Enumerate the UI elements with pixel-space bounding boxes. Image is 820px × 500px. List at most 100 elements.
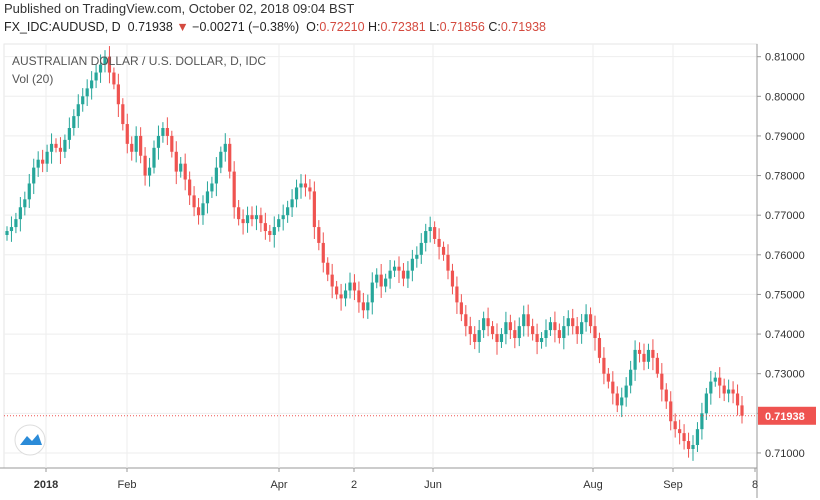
candle-body (152, 147, 156, 168)
x-tick-label: Jun (424, 479, 442, 491)
candle-body (107, 56, 112, 73)
y-tick-label: 0.77000 (765, 210, 805, 222)
candle-body (459, 302, 463, 315)
last-price-label: 0.71938 (765, 411, 805, 423)
candle-body (286, 207, 290, 216)
candle-body (63, 139, 67, 152)
candle-body (147, 167, 152, 176)
y-tick-label: 0.79000 (765, 131, 805, 143)
y-tick-label: 0.76000 (765, 250, 805, 262)
candle-body (548, 322, 553, 331)
candle-body (508, 322, 512, 331)
candle-body (303, 183, 308, 188)
candle-body (174, 151, 178, 172)
y-tick-label: 0.74000 (765, 329, 805, 341)
candle-body (401, 270, 406, 279)
candle-body (602, 357, 606, 374)
candle-body (660, 373, 664, 390)
candle-body (704, 393, 708, 414)
candle-body (205, 191, 210, 204)
candle-body (620, 397, 624, 406)
candle-body (112, 72, 116, 85)
y-tick-label: 0.73000 (765, 369, 805, 381)
candle-body (379, 274, 383, 287)
chart-container[interactable]: 0.81000 0.80000 0.79000 0.78000 0.77000 0.760… (0, 40, 820, 500)
candle-body (170, 135, 174, 152)
candle-body (241, 219, 245, 224)
high-value: 0.72381 (380, 20, 426, 34)
candle-body (606, 373, 610, 382)
open-label: O: (306, 20, 320, 34)
candle-body (49, 143, 54, 152)
down-arrow-icon: ▼ (176, 20, 189, 34)
candle-body (352, 282, 357, 291)
candle-body (419, 242, 423, 255)
candle-body (201, 203, 205, 216)
candle-body (669, 401, 673, 422)
candle-body (370, 282, 374, 303)
candle-body (691, 445, 695, 449)
candle-body (139, 135, 143, 156)
candle-body (317, 227, 321, 243)
candle-body (388, 270, 392, 279)
candle-body (535, 334, 539, 342)
candle-body (611, 381, 615, 394)
candle-body (655, 357, 659, 374)
candle-body (294, 187, 299, 200)
candle-body (232, 171, 236, 208)
change-value: −0.00271 (−0.38%) (192, 20, 300, 34)
candle-body (486, 318, 490, 327)
candle-body (392, 266, 397, 271)
x-tick-label: Apr (270, 479, 287, 491)
candle-body (575, 326, 579, 335)
candle-body (76, 104, 80, 117)
y-tick-label: 0.81000 (765, 52, 805, 64)
candle-body (94, 72, 98, 81)
candle-body (263, 223, 267, 232)
y-tick-label: 0.78000 (765, 171, 805, 183)
candle-body (637, 349, 642, 354)
candle-body (686, 441, 691, 449)
x-tick-label: 2018 (34, 479, 58, 491)
candle-body (566, 318, 570, 327)
candle-body (580, 322, 584, 335)
candle-body (326, 262, 330, 275)
candle-body (664, 389, 668, 402)
candle-body (18, 207, 22, 220)
candle-body (499, 334, 504, 342)
candle-body (624, 385, 628, 398)
candle-body (277, 219, 281, 228)
plot-area (3, 43, 758, 469)
candle-body (437, 238, 441, 247)
candle-body (433, 227, 437, 239)
price-chart[interactable]: 0.81000 0.80000 0.79000 0.78000 0.77000 0.760… (0, 40, 820, 500)
candle-body (695, 429, 700, 446)
candle-body (531, 326, 535, 335)
candle-body (673, 421, 677, 430)
candle-body (330, 274, 334, 287)
candle-body (361, 302, 365, 311)
candle-body (308, 187, 312, 192)
candle-body (343, 290, 348, 299)
candle-body (718, 377, 722, 386)
chart-subtitle: Vol (20) (12, 72, 53, 86)
candle-body (161, 128, 165, 136)
candle-body (397, 266, 401, 271)
candle-body (375, 274, 379, 283)
candle-body (245, 215, 250, 224)
candle-body (588, 314, 593, 327)
candle-body (210, 183, 214, 192)
candle-body (268, 231, 272, 235)
candle-body (593, 326, 597, 339)
candle-body (299, 183, 303, 188)
candle-body (490, 326, 495, 335)
candle-body (214, 167, 218, 184)
candle-body (348, 282, 352, 291)
high-label: H: (368, 20, 381, 34)
candle-body (125, 124, 129, 144)
candle-body (116, 84, 120, 105)
candle-body (143, 155, 147, 176)
candle-body (228, 143, 232, 172)
candle-body (455, 286, 459, 303)
candle-body (428, 227, 432, 232)
